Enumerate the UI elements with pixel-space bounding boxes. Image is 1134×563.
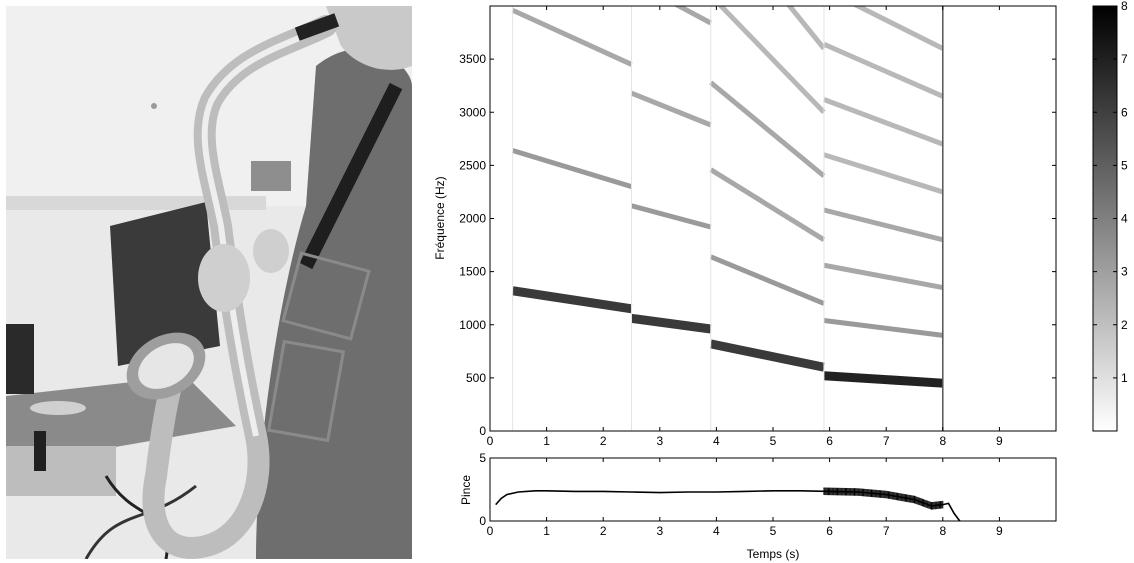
y-tick-label: 0	[479, 514, 486, 528]
y-tick-label: 3000	[459, 105, 486, 119]
colorbar-tick-label: 6	[1121, 105, 1128, 119]
x-tick-label: 1	[543, 524, 550, 538]
x-tick-label: 4	[713, 434, 720, 448]
spectrogram-plot-area	[490, 6, 1056, 431]
pince-x-axis-label: Temps (s)	[747, 547, 800, 561]
pince-panel: 0 1 2 3 4 5 6 7 8 9 0 5 Pince Temps (s)	[459, 451, 1056, 561]
x-tick-label: 0	[487, 524, 494, 538]
colorbar: 1 2 3 4 5 6 7 8	[1093, 0, 1128, 431]
y-tick-label: 5	[479, 451, 486, 465]
x-tick-label: 7	[883, 434, 890, 448]
x-tick-label: 4	[713, 524, 720, 538]
colorbar-tick-label: 5	[1121, 158, 1128, 172]
x-tick-label: 2	[600, 434, 607, 448]
y-tick-label: 2500	[459, 158, 486, 172]
x-tick-label: 6	[826, 524, 833, 538]
y-tick-label: 1000	[459, 318, 486, 332]
y-tick-label: 3500	[459, 52, 486, 66]
x-tick-label: 8	[939, 524, 946, 538]
x-tick-label: 5	[770, 524, 777, 538]
colorbar-tick-label: 3	[1121, 265, 1128, 279]
y-tick-label: 0	[479, 424, 486, 438]
saxophone-player-photo	[6, 6, 412, 559]
y-tick-label: 2000	[459, 212, 486, 226]
x-tick-label: 8	[939, 434, 946, 448]
colorbar-tick-label: 7	[1121, 52, 1128, 66]
x-tick-label: 6	[826, 434, 833, 448]
colorbar-tick-label: 8	[1121, 0, 1128, 13]
x-tick-label: 3	[656, 434, 663, 448]
colorbar-tick-label: 1	[1121, 371, 1128, 385]
x-tick-label: 3	[656, 524, 663, 538]
x-tick-label: 7	[883, 524, 890, 538]
x-tick-label: 0	[487, 434, 494, 448]
x-tick-label: 2	[600, 524, 607, 538]
x-tick-label: 9	[996, 434, 1003, 448]
spectrogram-y-axis-label: Fréquence (Hz)	[433, 176, 447, 259]
y-tick-label: 500	[466, 371, 486, 385]
pince-plot-area	[490, 458, 1056, 521]
colorbar-tick-label: 2	[1121, 318, 1128, 332]
y-tick-label: 1500	[459, 265, 486, 279]
colorbar-tick-label: 4	[1121, 212, 1128, 226]
pince-y-axis-label: Pince	[459, 475, 473, 505]
x-tick-label: 5	[770, 434, 777, 448]
x-tick-label: 9	[996, 524, 1003, 538]
x-tick-label: 1	[543, 434, 550, 448]
